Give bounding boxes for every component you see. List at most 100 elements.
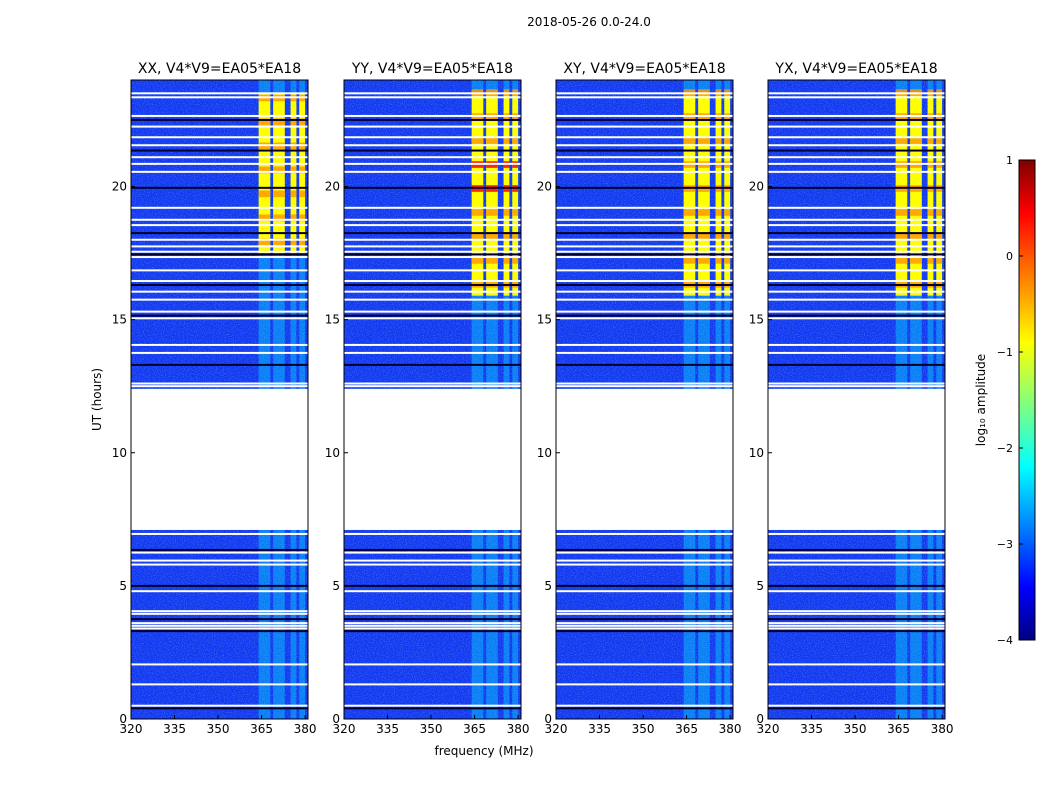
flagged-row: [344, 683, 521, 686]
flagged-row: [556, 156, 733, 159]
x-tick-label: 350: [207, 722, 230, 736]
flagged-row: [344, 363, 521, 366]
emission-hotspot: [273, 118, 285, 126]
flagged-row: [344, 385, 521, 388]
colorbar: log₁₀ amplitude 1 0 −1 −2 −3 −4: [974, 154, 1036, 647]
emission-hotspot: [512, 233, 519, 240]
flagged-row: [768, 343, 945, 346]
colorbar-tick-label: −2: [997, 442, 1013, 455]
flagged-row: [131, 253, 308, 256]
emission-hotspot: [724, 209, 731, 216]
flagged-row: [768, 253, 945, 256]
flagged-row: [556, 238, 733, 241]
x-tick-label: 365: [463, 722, 486, 736]
y-tick-label: 5: [119, 579, 127, 593]
emission-hotspot: [258, 118, 271, 126]
flagged-row: [556, 284, 733, 287]
flagged-row: [131, 149, 308, 152]
flagged-row: [131, 170, 308, 173]
x-tick-label: 365: [675, 722, 698, 736]
y-tick-label: 0: [332, 712, 340, 726]
emission-hotspot: [273, 190, 285, 198]
emission-hotspot: [512, 209, 519, 216]
flagged-row: [344, 144, 521, 147]
flagged-row: [768, 317, 945, 320]
x-tick-label: 320: [545, 722, 568, 736]
emission-hotspot: [715, 209, 722, 216]
flagged-row: [768, 144, 945, 147]
emission-hotspot: [895, 137, 908, 144]
emission-hotspot: [936, 137, 943, 144]
flagged-row: [556, 290, 733, 293]
flagged-row: [131, 290, 308, 293]
flagged-row: [344, 612, 521, 615]
flagged-row: [556, 218, 733, 221]
emission-hotspot: [486, 257, 498, 264]
emission-hotspot: [503, 209, 510, 216]
flagged-row: [768, 314, 945, 317]
flagged-row: [344, 238, 521, 241]
flagged-row: [556, 96, 733, 99]
flagged-row: [344, 590, 521, 593]
flagged-row: [556, 232, 733, 235]
flagged-row: [344, 663, 521, 666]
flagged-row: [131, 245, 308, 248]
flagged-row: [556, 317, 733, 320]
y-tick-label: 5: [756, 579, 764, 593]
emission-hotspot: [683, 233, 696, 240]
data-gap: [344, 388, 521, 530]
flagged-row: [344, 224, 521, 227]
x-tick-label: 335: [588, 722, 611, 736]
figure-suptitle: 2018-05-26 0.0-24.0: [527, 15, 651, 29]
flagged-row: [556, 206, 733, 209]
emission-hotspot: [715, 233, 722, 240]
data-gap: [556, 388, 733, 530]
emission-hotspot: [910, 137, 922, 144]
flagged-row: [768, 96, 945, 99]
emission-band-strong: [715, 93, 722, 296]
flagged-row: [768, 186, 945, 189]
emission-hotspot: [299, 190, 306, 198]
flagged-row: [131, 559, 308, 562]
y-tick-label: 10: [749, 446, 764, 460]
flagged-row: [344, 162, 521, 165]
flagged-row: [768, 618, 945, 621]
flagged-row: [768, 548, 945, 551]
y-tick-label: 20: [112, 180, 127, 194]
x-axis-label: frequency (MHz): [434, 744, 533, 758]
y-tick-label: 5: [332, 579, 340, 593]
colorbar-tick-label: 1: [1006, 154, 1013, 167]
flagged-row: [556, 707, 733, 710]
axes-frame: [130, 79, 309, 720]
emission-hotspot: [273, 166, 285, 174]
x-tick-label: 350: [844, 722, 867, 736]
flagged-row: [768, 114, 945, 117]
flagged-row: [131, 351, 308, 354]
emission-hotspot: [512, 257, 519, 264]
flagged-row: [768, 707, 945, 710]
flagged-row: [556, 170, 733, 173]
y-tick-label: 10: [537, 446, 552, 460]
flagged-row: [556, 253, 733, 256]
flagged-row: [768, 683, 945, 686]
flagged-row: [768, 125, 945, 128]
flagged-row: [768, 351, 945, 354]
flagged-row: [344, 245, 521, 248]
y-tick-label: 15: [749, 313, 764, 327]
emission-hotspot: [471, 137, 484, 144]
emission-hotspot: [936, 233, 943, 240]
flagged-row: [344, 253, 521, 256]
emission-hotspot: [486, 209, 498, 216]
x-tick-label: 335: [800, 722, 823, 736]
flagged-row: [768, 280, 945, 283]
x-tick-label: 320: [120, 722, 143, 736]
emission-hotspot: [290, 166, 297, 174]
emission-hotspot: [715, 257, 722, 264]
flagged-row: [131, 280, 308, 283]
emission-hotspot: [698, 137, 710, 144]
panel-3: XY, V4*V9=EA05*EA18 320 335 350 365 380 0 5 10 15…: [537, 61, 742, 736]
y-tick-label: 15: [537, 313, 552, 327]
flagged-row: [768, 385, 945, 388]
flagged-row: [344, 351, 521, 354]
flagged-row: [556, 280, 733, 283]
